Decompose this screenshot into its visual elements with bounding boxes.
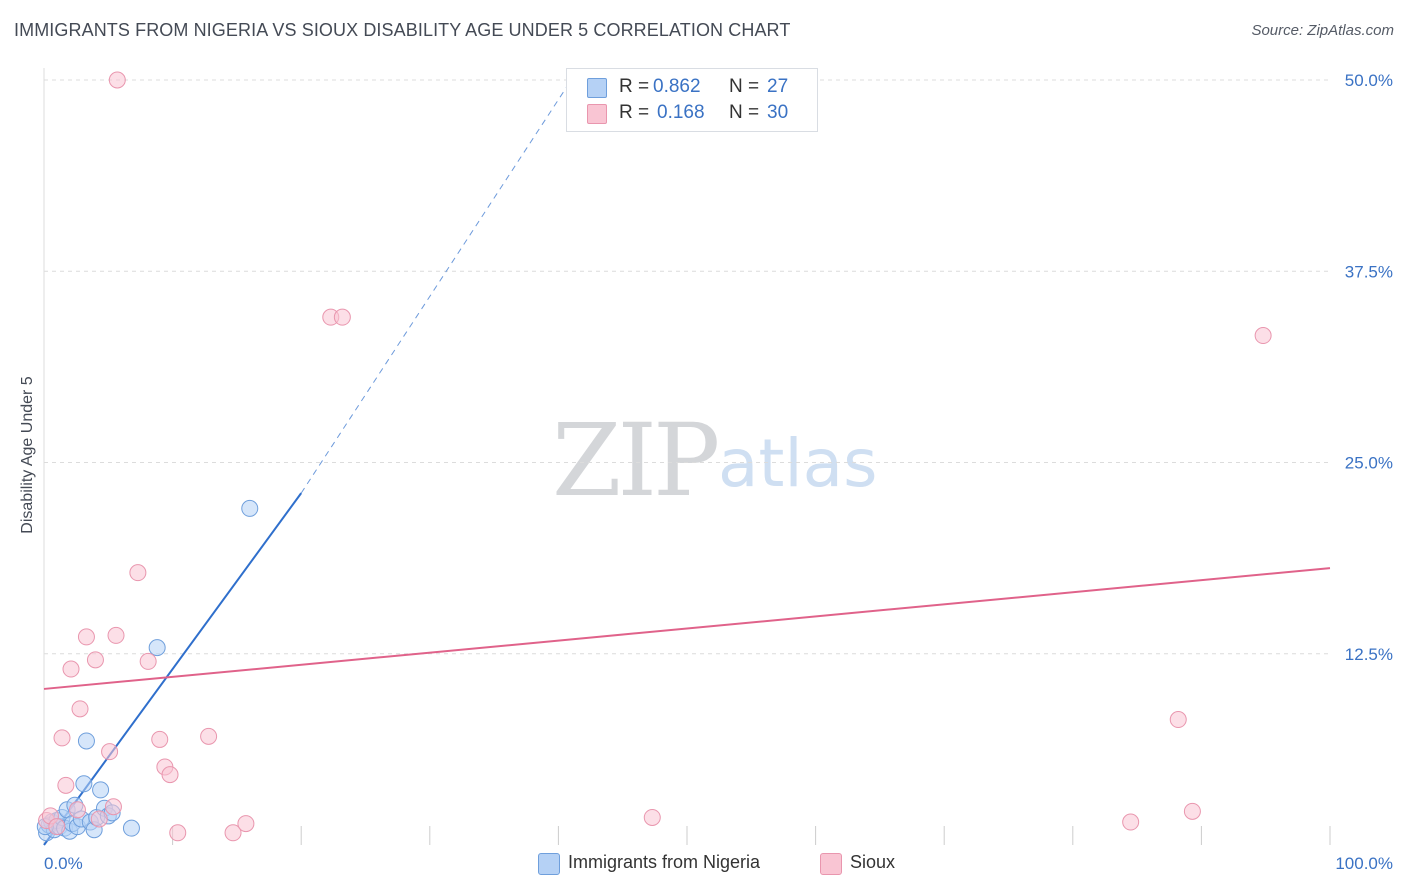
- bottom-legend-label-sioux: Sioux: [850, 852, 896, 872]
- sioux-point: [68, 801, 86, 819]
- nigeria-point: [75, 775, 93, 793]
- bottom-legend-swatch-sioux: [820, 853, 842, 875]
- sioux-point: [169, 824, 187, 842]
- sioux-point: [224, 824, 242, 842]
- sioux-point: [62, 660, 80, 678]
- legend-n-value: 30: [767, 102, 789, 123]
- nigeria-point: [122, 819, 140, 837]
- nigeria-point: [92, 781, 110, 799]
- sioux-point: [77, 628, 95, 646]
- nigeria-point: [77, 732, 95, 750]
- legend-r-label: R =: [619, 102, 650, 123]
- chart-title: IMMIGRANTS FROM NIGERIA VS SIOUX DISABIL…: [14, 20, 791, 40]
- nigeria-point: [148, 639, 166, 657]
- x-tick-label: 100.0%: [1335, 854, 1393, 873]
- y-tick-label: 50.0%: [1345, 71, 1393, 90]
- sioux-point: [90, 810, 108, 828]
- legend-n-label: N =: [729, 102, 760, 123]
- sioux-point: [101, 743, 119, 761]
- sioux-point: [333, 308, 351, 326]
- bottom-legend-swatch-nigeria: [538, 853, 560, 875]
- sioux-point: [1254, 327, 1272, 345]
- nigeria-point: [241, 499, 259, 517]
- nigeria-trend-extension: [300, 79, 572, 494]
- legend-r-value: 0.168: [657, 102, 705, 123]
- sioux-point: [1169, 711, 1187, 729]
- sioux-point: [53, 729, 71, 747]
- legend-swatch-nigeria: [587, 78, 607, 98]
- sioux-point: [108, 71, 126, 89]
- y-tick-label: 25.0%: [1345, 454, 1393, 473]
- x-tick-label: 0.0%: [44, 854, 83, 873]
- sioux-point: [1183, 802, 1201, 820]
- sioux-point: [200, 727, 218, 745]
- sioux-point: [237, 815, 255, 833]
- source-label: Source: ZipAtlas.com: [1251, 22, 1394, 39]
- legend-n-value: 27: [767, 76, 789, 97]
- sioux-point: [57, 776, 75, 794]
- data-points: [36, 71, 1272, 842]
- y-tick-label: 12.5%: [1345, 645, 1393, 664]
- sioux-point: [151, 730, 169, 748]
- sioux-point: [86, 651, 104, 669]
- legend-swatch-sioux: [587, 104, 607, 124]
- axes: [43, 68, 1331, 845]
- grid-lines: [44, 79, 1330, 655]
- watermark-zip: ZIP: [552, 402, 720, 519]
- sioux-point: [1122, 813, 1140, 831]
- sioux-point: [139, 652, 157, 670]
- legend-r-value: 0.862: [653, 76, 701, 97]
- watermark-atlas: atlas: [718, 425, 878, 502]
- sioux-point: [104, 798, 122, 816]
- correlation-legend: R = 0.862 N = 27 R = 0.168 N = 30: [566, 68, 818, 132]
- legend-r-label: R =: [619, 76, 650, 97]
- sioux-point: [129, 564, 147, 582]
- tick-labels: 12.5% 25.0% 37.5% 50.0% 0.0% 100.0%: [44, 71, 1393, 873]
- sioux-trend-line: [43, 567, 1331, 690]
- sioux-point: [161, 766, 179, 784]
- y-tick-label: 37.5%: [1345, 262, 1393, 281]
- sioux-point: [71, 700, 89, 718]
- sioux-point: [643, 808, 661, 826]
- legend-n-label: N =: [729, 76, 760, 97]
- sioux-point: [48, 818, 66, 836]
- sioux-point: [107, 626, 125, 644]
- bottom-legend-label-nigeria: Immigrants from Nigeria: [568, 852, 761, 872]
